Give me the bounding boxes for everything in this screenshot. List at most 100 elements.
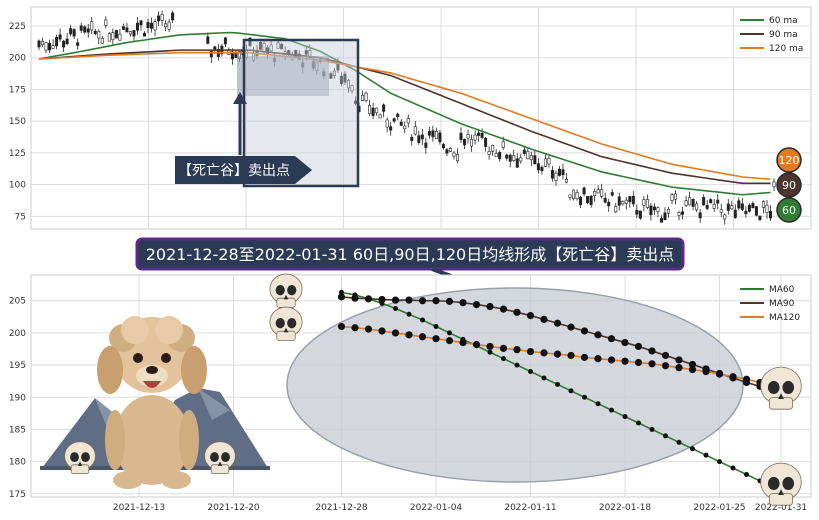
candle-body <box>723 214 727 220</box>
badge-90-text: 90 <box>782 179 796 192</box>
up-arrow-head <box>233 92 247 104</box>
bottom-series-point <box>621 357 629 365</box>
candle-body <box>533 155 537 165</box>
candle-body <box>111 32 115 40</box>
candle-body <box>557 168 561 176</box>
top-y-tick-label: 100 <box>9 181 26 191</box>
candle-body <box>346 80 350 89</box>
top-legend: 60 ma 90 ma 120 ma <box>740 16 803 54</box>
candle-body <box>659 218 663 223</box>
candle-body <box>389 126 393 131</box>
bottom-series-point <box>445 297 454 305</box>
bottom-series-point <box>514 362 520 368</box>
candle-body <box>417 135 421 143</box>
skull-icon <box>269 273 303 308</box>
top-y-tick-label: 125 <box>9 149 26 159</box>
candle-body <box>107 33 111 42</box>
candle-body <box>44 42 48 51</box>
bottom-x-tick-label: 2021-12-20 <box>207 503 260 513</box>
candle-body <box>343 73 347 83</box>
candle-body <box>529 155 533 161</box>
candle-body <box>575 192 579 200</box>
candle-body <box>768 211 772 219</box>
candle-body <box>55 37 59 47</box>
candle-body <box>382 104 386 112</box>
candle-body <box>378 114 382 119</box>
candle-body <box>709 199 713 204</box>
bottom-y-tick-label: 185 <box>9 425 26 435</box>
candle-body <box>758 215 762 221</box>
bottom-series-point <box>690 446 695 452</box>
candle-body <box>705 205 709 209</box>
bottom-series-point <box>648 347 656 355</box>
bottom-x-tick-label: 2022-01-18 <box>599 503 652 513</box>
candle-body <box>691 198 695 207</box>
bottom-series-point <box>595 401 601 407</box>
candle-body <box>100 38 104 44</box>
candle-body <box>491 145 495 152</box>
candle-body <box>146 22 150 28</box>
candle-body <box>614 206 618 213</box>
candle-body <box>473 134 477 141</box>
candle-body <box>589 195 593 206</box>
candle-body <box>649 205 653 216</box>
candle-body <box>670 194 674 201</box>
bottom-legend-label: MA90 <box>769 299 795 309</box>
top-legend-label: 120 ma <box>769 44 803 54</box>
skull-icon <box>204 441 236 474</box>
bottom-series-point <box>688 365 697 374</box>
bottom-series-point <box>433 323 439 329</box>
candle-body <box>677 212 681 216</box>
bottom-series-point <box>567 323 575 331</box>
candle-body <box>663 212 667 221</box>
bottom-series-point <box>580 353 589 361</box>
bottom-series-point <box>541 375 547 381</box>
candle-body <box>167 21 171 30</box>
banner: 2021-12-28至2022-01-31 60日,90日,120日均线形成【死… <box>135 237 685 302</box>
candle-body <box>761 201 765 208</box>
death-valley-ellipse <box>286 287 744 483</box>
bottom-series-point <box>528 369 533 375</box>
candle-body <box>230 51 234 60</box>
candle-body <box>392 118 396 122</box>
bottom-series-point <box>634 342 643 351</box>
top-series-line-1 <box>38 49 771 185</box>
bottom-x-tick-label: 2022-01-31 <box>755 503 807 513</box>
candle-body <box>593 191 597 196</box>
bottom-series-point <box>717 459 722 465</box>
candle-body <box>698 212 702 219</box>
candle-body <box>445 149 449 154</box>
candle-body <box>740 203 744 210</box>
bottom-legend: MA60 MA90 MA120 <box>740 285 800 323</box>
candle-body <box>79 25 83 31</box>
bottom-series-point <box>405 296 413 304</box>
candle-body <box>171 12 175 21</box>
candle-body <box>480 133 484 138</box>
dog-mountain-illustration <box>40 316 270 489</box>
candle-body <box>645 199 649 208</box>
candle-body <box>354 100 358 104</box>
bottom-series-point <box>432 335 440 343</box>
candle-body <box>97 30 101 39</box>
bottom-series-point <box>540 349 548 357</box>
candle-body <box>540 166 544 171</box>
bottom-series-point <box>351 294 359 302</box>
bottom-series-point <box>406 311 412 317</box>
candle-body <box>565 179 569 183</box>
top-y-tick-label: 200 <box>9 54 26 64</box>
candle-body <box>83 26 87 33</box>
bottom-series-point <box>364 325 373 333</box>
bottom-series-point <box>351 324 359 332</box>
bottom-series-point <box>661 362 670 370</box>
candle-body <box>642 199 646 206</box>
bottom-x-tick-label: 2021-12-13 <box>113 503 165 513</box>
bottom-series-point <box>675 356 683 364</box>
candle-body <box>132 30 136 37</box>
candle-body <box>160 14 164 21</box>
sell-point-label-text: 【死亡谷】卖出点 <box>178 163 290 179</box>
candle-body <box>484 137 488 147</box>
candle-body <box>128 31 132 35</box>
badge-60 <box>776 197 802 223</box>
candle-body <box>628 196 632 203</box>
